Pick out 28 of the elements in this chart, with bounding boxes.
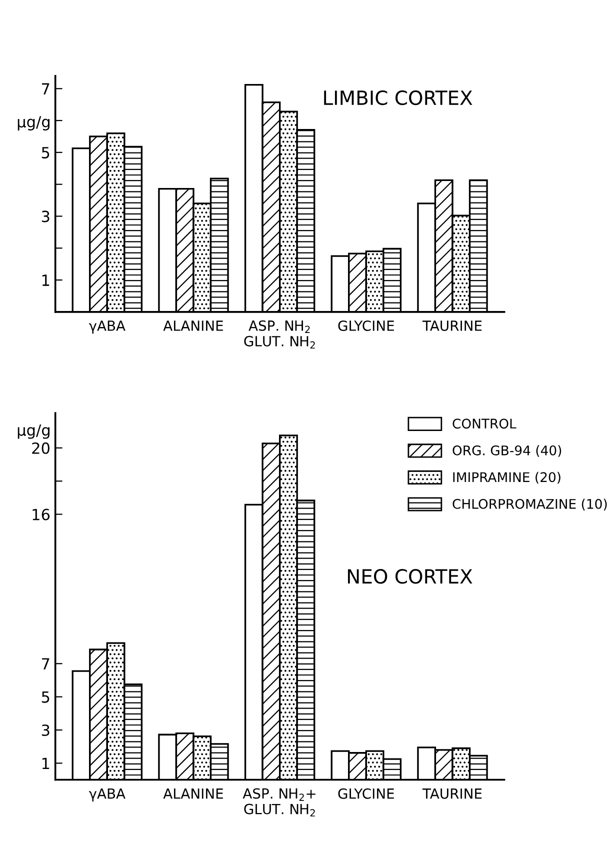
y-tick-label: 1 [42,758,50,769]
y-tick-label: 7 [42,658,50,670]
x-tick-label: γABA [88,788,126,802]
text: LIMBIC CORTEX [324,90,472,106]
x-tick-label: ASP. NH$_{2}$ GLUT. NH$_{2}$ [244,320,315,349]
x-tick-label: ALANINE [163,788,223,799]
x-tick-label: GLYCINE [338,788,394,799]
text: NEO CORTEX [348,569,472,584]
legend-label: CHLORPROMAZINE (10) [452,498,607,510]
x-tick-label: γABA [88,320,126,334]
y-tick-label: 20 [32,442,50,454]
y-tick-label: 7 [42,83,50,94]
x-tick-label: ALANINE [163,320,223,331]
x-tick-label: GLYCINE [338,320,394,331]
y-axis-title: μg/g [18,116,50,130]
y-tick-label: 1 [42,274,50,286]
x-tick-label: ASP. NH$_{2}$+ GLUT. NH$_{2}$ [242,788,316,816]
x-tick-label: TAURINE [422,788,482,799]
y-tick-label: 5 [42,147,50,158]
y-axis-title: μg/g [18,424,50,439]
y-tick-label: 16 [32,508,50,520]
y-tick-label: 3 [42,210,50,222]
legend-label: IMIPRAMINE (20) [453,472,560,484]
legend-label: CONTROL [452,418,516,429]
legend-label: ORG. GB-94 (40) [452,445,562,457]
x-tick-label: TAURINE [422,320,482,331]
y-tick-label: 5 [42,691,50,703]
y-tick-label: 3 [42,724,50,736]
